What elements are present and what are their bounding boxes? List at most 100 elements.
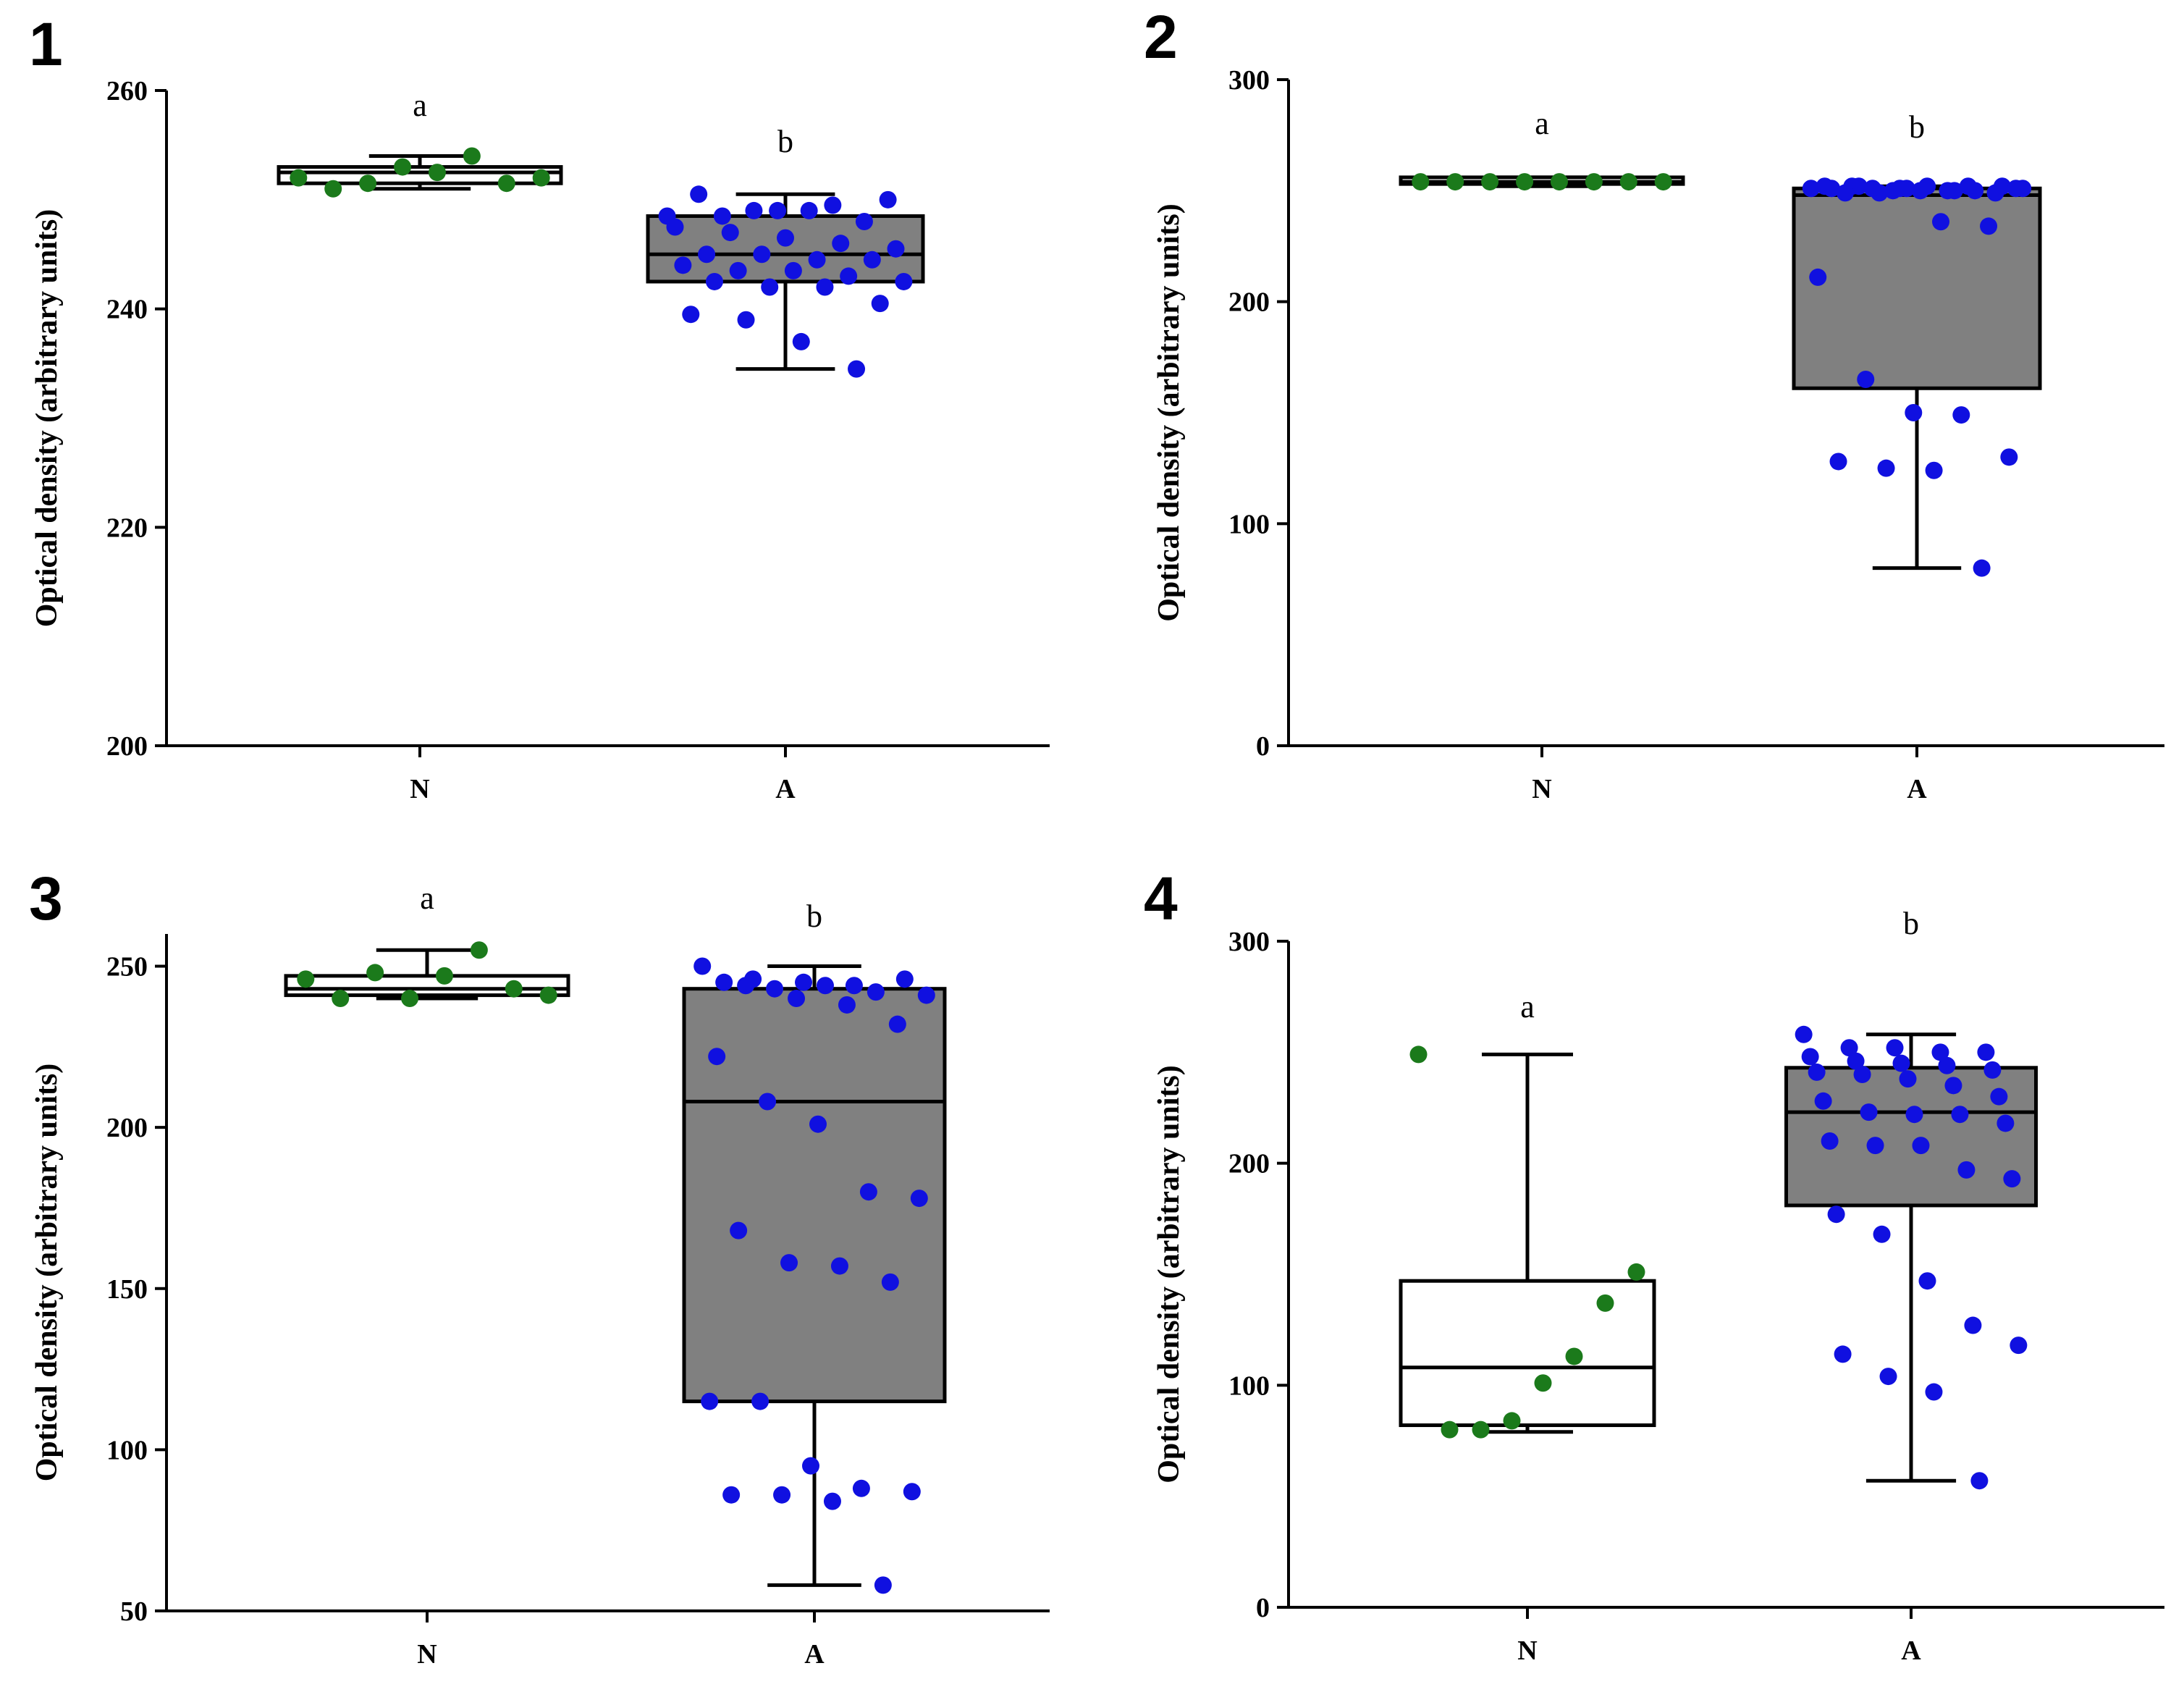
data-point <box>773 1486 791 1504</box>
data-point <box>800 201 818 219</box>
data-point <box>1654 173 1672 191</box>
y-tick-label: 200 <box>1228 287 1270 318</box>
data-point <box>332 990 350 1008</box>
y-tick-label: 100 <box>1228 1371 1270 1401</box>
group-N: Na <box>1399 989 1656 1666</box>
x-tick-label: N <box>410 774 429 804</box>
data-point <box>1905 1106 1923 1124</box>
data-point <box>1866 1137 1884 1155</box>
data-point <box>1886 1039 1904 1057</box>
data-point <box>1863 180 1881 198</box>
data-point <box>2010 1337 2028 1355</box>
panel-3: 3 Optical density (arbitrary units) 50 100 1… <box>29 864 1050 1670</box>
data-point <box>435 967 453 985</box>
data-point <box>2000 448 2018 466</box>
y-axis-label: Optical density (arbitrary units) <box>30 209 64 627</box>
data-point <box>802 1457 820 1475</box>
data-point <box>1596 1294 1614 1312</box>
panel-2: 2 Optical density (arbitrary units) 0 100 20… <box>1144 3 2164 804</box>
data-point <box>722 1486 741 1504</box>
y-tick-label: 200 <box>1228 1149 1270 1179</box>
data-point <box>895 970 914 988</box>
data-point <box>808 251 826 269</box>
data-point <box>917 986 935 1004</box>
group-A: Ab <box>1792 109 2042 804</box>
data-point <box>690 185 708 203</box>
data-point <box>1481 173 1499 191</box>
data-point <box>1973 559 1991 577</box>
data-point <box>705 272 723 290</box>
data-point <box>1857 371 1875 388</box>
data-point <box>855 213 873 230</box>
y-tick-label: 240 <box>106 295 148 325</box>
y-tick-label: 50 <box>120 1596 148 1627</box>
y-tick-label: 300 <box>1228 65 1270 96</box>
data-point <box>751 1392 770 1410</box>
data-point <box>1925 1383 1943 1401</box>
data-point <box>1847 1052 1865 1070</box>
box-iqr <box>277 165 563 185</box>
data-point <box>708 1048 726 1066</box>
data-point <box>863 251 881 269</box>
group-A: Ab <box>1784 906 2038 1666</box>
data-point <box>539 986 557 1004</box>
data-point <box>816 278 834 296</box>
data-point <box>2003 1170 2021 1188</box>
x-tick-label: N <box>417 1639 437 1670</box>
significance-letter: b <box>1903 906 1919 941</box>
data-point <box>1938 1056 1956 1074</box>
data-point <box>895 272 913 290</box>
data-point <box>713 207 731 225</box>
data-point <box>1912 1137 1930 1155</box>
data-point <box>1808 1063 1826 1081</box>
data-point <box>324 180 342 198</box>
data-point <box>823 1492 841 1510</box>
data-point <box>1446 173 1464 191</box>
data-point <box>1980 217 1998 235</box>
data-point <box>401 990 419 1008</box>
data-point <box>766 980 784 998</box>
y-tick-label: 100 <box>1228 509 1270 539</box>
data-point <box>497 174 515 193</box>
data-point <box>753 245 771 264</box>
data-point <box>682 306 700 324</box>
x-tick-label: N <box>1532 774 1551 804</box>
data-point <box>788 990 806 1008</box>
data-point <box>1795 1025 1813 1043</box>
data-point <box>1899 1070 1917 1088</box>
group-N: Na <box>1399 106 1685 804</box>
data-point <box>840 267 858 285</box>
data-point <box>777 229 794 247</box>
y-tick-label: 300 <box>1228 927 1270 957</box>
group-A: Ab <box>646 124 925 804</box>
data-point <box>1816 177 1834 195</box>
data-point <box>721 224 739 242</box>
data-point <box>666 218 684 236</box>
data-point <box>1821 1132 1839 1150</box>
data-point <box>1585 173 1603 191</box>
panel-number: 4 <box>1144 864 1178 933</box>
data-point <box>737 311 755 329</box>
data-point <box>729 261 747 279</box>
y-tick-label: 0 <box>1256 1593 1270 1623</box>
data-point <box>730 1221 748 1239</box>
y-tick-label: 200 <box>106 731 148 762</box>
data-point <box>1911 182 1929 200</box>
y-axis-label: Optical density (arbitrary units) <box>30 1064 64 1481</box>
data-point <box>824 196 842 214</box>
data-point <box>832 235 850 253</box>
data-point <box>505 980 523 998</box>
data-point <box>1944 1077 1962 1095</box>
data-point <box>848 360 866 378</box>
data-point <box>1860 1103 1878 1121</box>
data-point <box>1939 182 1957 200</box>
data-point <box>1931 1043 1949 1061</box>
data-point <box>1983 1061 2002 1079</box>
significance-letter: b <box>1909 109 1925 145</box>
data-point <box>1829 453 1847 471</box>
data-point <box>745 201 763 219</box>
data-point <box>852 1479 870 1497</box>
data-point <box>394 158 412 176</box>
data-point <box>1809 268 1827 286</box>
